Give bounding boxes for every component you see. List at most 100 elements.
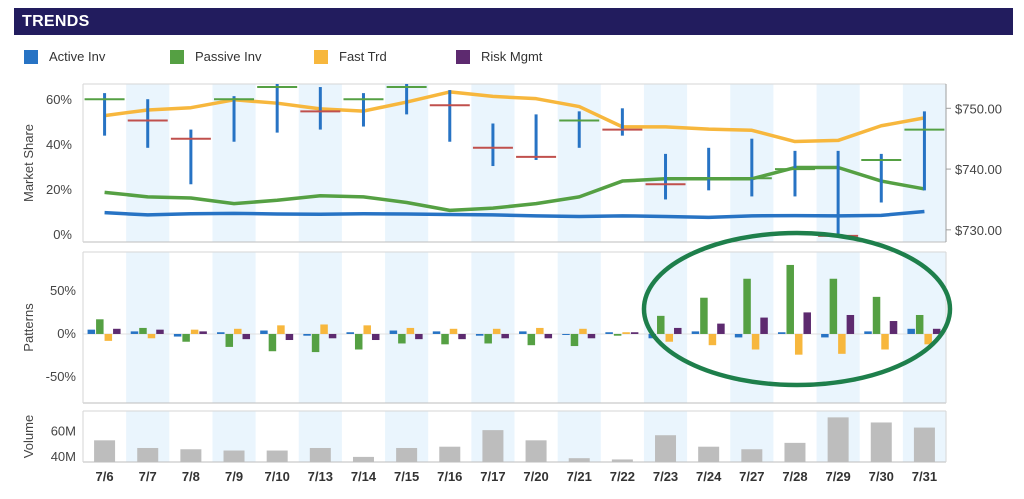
- fast-pattern-bar: [234, 328, 242, 334]
- date-tick-label: 7/23: [653, 469, 678, 484]
- volume-bar: [439, 446, 461, 462]
- passive-pattern-bar: [311, 333, 320, 353]
- fast-pattern-bar: [320, 324, 328, 334]
- page-title: TRENDS: [22, 13, 90, 30]
- volume-bar: [396, 447, 418, 462]
- date-tick-label: 7/17: [480, 469, 505, 484]
- active-pattern-bar: [864, 331, 872, 334]
- passive-pattern-bar: [354, 333, 363, 350]
- risk-pattern-bar: [717, 323, 725, 334]
- passive-pattern-bar: [268, 333, 277, 352]
- patterns-tick-label: 50%: [50, 283, 76, 298]
- fast-pattern-bar: [536, 327, 544, 334]
- date-tick-label: 7/9: [225, 469, 243, 484]
- passive-pattern-bar: [743, 278, 751, 334]
- risk-pattern-bar: [199, 331, 207, 334]
- volume-axis-label: Volume: [21, 415, 36, 458]
- volume-bar: [655, 435, 677, 462]
- passive-pattern-bar: [915, 314, 924, 334]
- active-pattern-bar: [691, 331, 700, 334]
- active-pattern-bar: [389, 330, 398, 334]
- fast-pattern-bar: [794, 333, 803, 355]
- risk-pattern-bar: [415, 333, 423, 340]
- risk-pattern-bar: [501, 333, 509, 339]
- volume-bar: [223, 450, 245, 462]
- passive-pattern-bar: [96, 319, 104, 334]
- risk-pattern-bar: [113, 328, 121, 334]
- active-pattern-bar: [734, 333, 743, 338]
- date-band: [557, 252, 601, 403]
- volume-bar: [309, 447, 331, 462]
- active-pattern-bar: [217, 332, 225, 334]
- passive-pattern-bar: [786, 264, 794, 334]
- date-tick-label: 7/22: [610, 469, 635, 484]
- market-share-tick-label: 60%: [46, 92, 72, 107]
- fast-pattern-bar: [622, 332, 630, 334]
- passive-pattern-bar: [700, 297, 708, 334]
- price-tick-label: $740.00: [955, 162, 1002, 177]
- legend-label: Risk Mgmt: [481, 49, 543, 64]
- risk-pattern-bar: [846, 314, 855, 334]
- risk-pattern-bar: [932, 328, 941, 334]
- fast-pattern-bar: [579, 328, 587, 334]
- passive-pattern-bar: [829, 278, 838, 334]
- risk-pattern-bar: [674, 327, 682, 334]
- volume-bar: [137, 447, 159, 462]
- title-bar: TRENDS: [14, 8, 1013, 35]
- active-pattern-bar: [821, 333, 829, 338]
- legend-label: Active Inv: [49, 49, 106, 64]
- date-band: [643, 252, 688, 403]
- risk-pattern-bar: [889, 321, 898, 334]
- volume-bar: [94, 440, 116, 462]
- fast-pattern-bar: [924, 333, 932, 345]
- active-pattern-bar: [87, 329, 96, 334]
- active-pattern-bar: [173, 333, 182, 337]
- market-share-tick-label: 0%: [53, 227, 72, 242]
- volume-bar: [913, 427, 935, 462]
- volume-bar: [870, 422, 892, 462]
- market-share-tick-label: 20%: [46, 182, 72, 197]
- passive-pattern-bar: [527, 333, 536, 346]
- volume-bar: [525, 440, 547, 462]
- risk-pattern-bar: [458, 333, 466, 340]
- volume-bar: [568, 458, 590, 462]
- date-tick-label: 7/30: [869, 469, 894, 484]
- risk-pattern-bar: [803, 312, 811, 334]
- active-pattern-bar: [907, 328, 915, 334]
- fast-pattern-bar: [104, 333, 113, 341]
- active-pattern-bar: [303, 333, 311, 336]
- active-pattern-bar: [260, 330, 268, 334]
- volume-tick-label: 40M: [51, 449, 76, 464]
- risk-pattern-bar: [156, 329, 164, 334]
- fast-pattern-bar: [147, 333, 156, 339]
- highlight-ellipse: [641, 230, 953, 388]
- risk-pattern-bar: [587, 333, 596, 339]
- date-tick-label: 7/6: [96, 469, 114, 484]
- date-tick-label: 7/21: [567, 469, 592, 484]
- date-tick-label: 7/20: [523, 469, 548, 484]
- active-pattern-bar: [777, 332, 786, 334]
- date-tick-label: 7/8: [182, 469, 200, 484]
- date-tick-label: 7/27: [739, 469, 764, 484]
- active-pattern-bar: [605, 332, 613, 334]
- passive-pattern-bar: [441, 333, 449, 345]
- active-pattern-bar: [519, 331, 527, 334]
- date-tick-label: 7/28: [782, 469, 807, 484]
- risk-pattern-bar: [630, 332, 639, 334]
- legend: Active Inv Passive Inv Fast Trd Risk Mgm…: [24, 49, 724, 67]
- passive-pattern-bar: [484, 333, 492, 344]
- legend-swatch-active: [24, 50, 38, 64]
- date-tick-label: 7/24: [696, 469, 722, 484]
- active-share-line: [104, 209, 925, 220]
- risk-pattern-bar: [242, 333, 251, 340]
- legend-swatch-risk: [456, 50, 470, 64]
- fast-pattern-bar: [190, 329, 199, 334]
- patterns-tick-label: 0%: [57, 326, 76, 341]
- volume-bar: [180, 449, 202, 462]
- volume-bar: [266, 450, 288, 462]
- risk-pattern-bar: [544, 333, 553, 339]
- passive-pattern-bar: [398, 333, 406, 344]
- volume-bar: [784, 442, 806, 462]
- fast-pattern-bar: [665, 333, 674, 342]
